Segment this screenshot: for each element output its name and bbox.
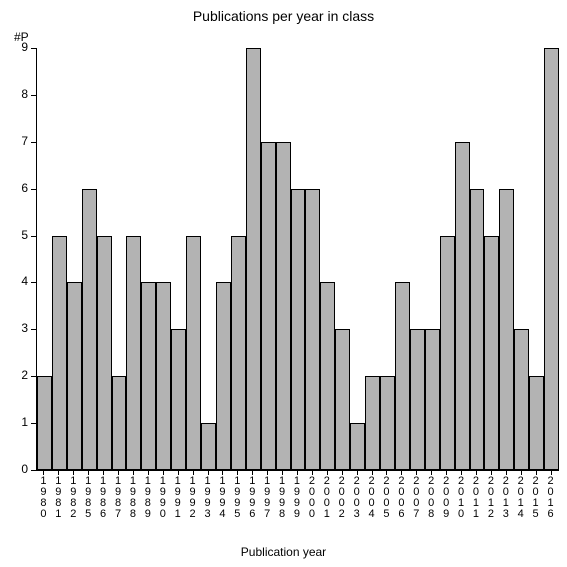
bar bbox=[470, 189, 485, 470]
bar bbox=[425, 329, 440, 470]
bar bbox=[320, 282, 335, 470]
y-tick bbox=[31, 236, 36, 237]
plot-area bbox=[36, 48, 559, 471]
x-tick-label: 1998 bbox=[275, 476, 290, 520]
bar bbox=[231, 236, 246, 470]
x-tick-label: 2014 bbox=[513, 476, 528, 520]
x-tick-label: 2010 bbox=[454, 476, 469, 520]
bar bbox=[37, 376, 52, 470]
y-tick-label: 9 bbox=[8, 40, 28, 54]
x-tick-label: 1980 bbox=[36, 476, 51, 520]
x-tick-label: 2004 bbox=[364, 476, 379, 520]
x-tick-label: 2012 bbox=[483, 476, 498, 520]
y-tick bbox=[31, 282, 36, 283]
bar bbox=[261, 142, 276, 470]
y-tick-label: 6 bbox=[8, 181, 28, 195]
x-tick-label: 2016 bbox=[543, 476, 558, 520]
bar bbox=[201, 423, 216, 470]
bar bbox=[514, 329, 529, 470]
x-tick-label: 2001 bbox=[319, 476, 334, 520]
bar bbox=[97, 236, 112, 470]
bar bbox=[82, 189, 97, 470]
x-tick-label: 1994 bbox=[215, 476, 230, 520]
bar bbox=[305, 189, 320, 470]
x-tick-label: 2000 bbox=[304, 476, 319, 520]
x-tick-label: 1989 bbox=[140, 476, 155, 520]
x-tick-label: 1986 bbox=[96, 476, 111, 520]
x-tick-label: 1991 bbox=[170, 476, 185, 520]
x-tick-label: 2007 bbox=[409, 476, 424, 520]
x-tick-label: 2011 bbox=[469, 476, 484, 520]
bar bbox=[171, 329, 186, 470]
x-tick-label: 2005 bbox=[379, 476, 394, 520]
y-tick-label: 0 bbox=[8, 462, 28, 476]
y-tick-label: 5 bbox=[8, 228, 28, 242]
bar bbox=[276, 142, 291, 470]
chart-title: Publications per year in class bbox=[0, 8, 567, 24]
y-tick-label: 8 bbox=[8, 87, 28, 101]
x-tick-label: 1999 bbox=[290, 476, 305, 520]
y-tick bbox=[31, 423, 36, 424]
x-tick-label: 1988 bbox=[125, 476, 140, 520]
bar bbox=[395, 282, 410, 470]
x-tick-label: 2008 bbox=[424, 476, 439, 520]
x-tick-label: 2015 bbox=[528, 476, 543, 520]
y-tick-label: 7 bbox=[8, 134, 28, 148]
bar bbox=[544, 48, 559, 470]
y-tick bbox=[31, 376, 36, 377]
x-tick-label: 1996 bbox=[245, 476, 260, 520]
y-tick-label: 3 bbox=[8, 321, 28, 335]
bar bbox=[455, 142, 470, 470]
y-tick bbox=[31, 329, 36, 330]
bar bbox=[529, 376, 544, 470]
x-axis-title: Publication year bbox=[0, 545, 567, 559]
x-tick-label: 2003 bbox=[349, 476, 364, 520]
x-tick-label: 2013 bbox=[498, 476, 513, 520]
bar bbox=[186, 236, 201, 470]
publications-chart: Publications per year in class #P Public… bbox=[0, 0, 567, 567]
bar bbox=[380, 376, 395, 470]
x-tick-label: 2006 bbox=[394, 476, 409, 520]
x-tick-label: 1997 bbox=[260, 476, 275, 520]
x-tick-label: 1992 bbox=[185, 476, 200, 520]
x-tick-label: 1981 bbox=[51, 476, 66, 520]
bar bbox=[350, 423, 365, 470]
bar bbox=[291, 189, 306, 470]
x-tick-label: 1990 bbox=[155, 476, 170, 520]
bar bbox=[365, 376, 380, 470]
x-tick-label: 1995 bbox=[230, 476, 245, 520]
y-tick bbox=[31, 470, 36, 471]
x-tick-label: 2002 bbox=[334, 476, 349, 520]
bar bbox=[141, 282, 156, 470]
x-tick-label: 1982 bbox=[66, 476, 81, 520]
y-tick bbox=[31, 189, 36, 190]
bar bbox=[335, 329, 350, 470]
bar bbox=[67, 282, 82, 470]
x-tick-label: 1985 bbox=[81, 476, 96, 520]
bar bbox=[484, 236, 499, 470]
bar bbox=[440, 236, 455, 470]
y-tick bbox=[31, 142, 36, 143]
bar bbox=[216, 282, 231, 470]
bar bbox=[52, 236, 67, 470]
y-tick bbox=[31, 48, 36, 49]
x-tick-label: 1987 bbox=[111, 476, 126, 520]
y-tick-label: 1 bbox=[8, 415, 28, 429]
bar bbox=[156, 282, 171, 470]
y-tick bbox=[31, 95, 36, 96]
bar bbox=[246, 48, 261, 470]
bar bbox=[410, 329, 425, 470]
x-tick-label: 2009 bbox=[439, 476, 454, 520]
y-tick-label: 4 bbox=[8, 274, 28, 288]
bar bbox=[499, 189, 514, 470]
bar bbox=[112, 376, 127, 470]
x-tick-label: 1993 bbox=[200, 476, 215, 520]
y-tick-label: 2 bbox=[8, 368, 28, 382]
bar bbox=[126, 236, 141, 470]
